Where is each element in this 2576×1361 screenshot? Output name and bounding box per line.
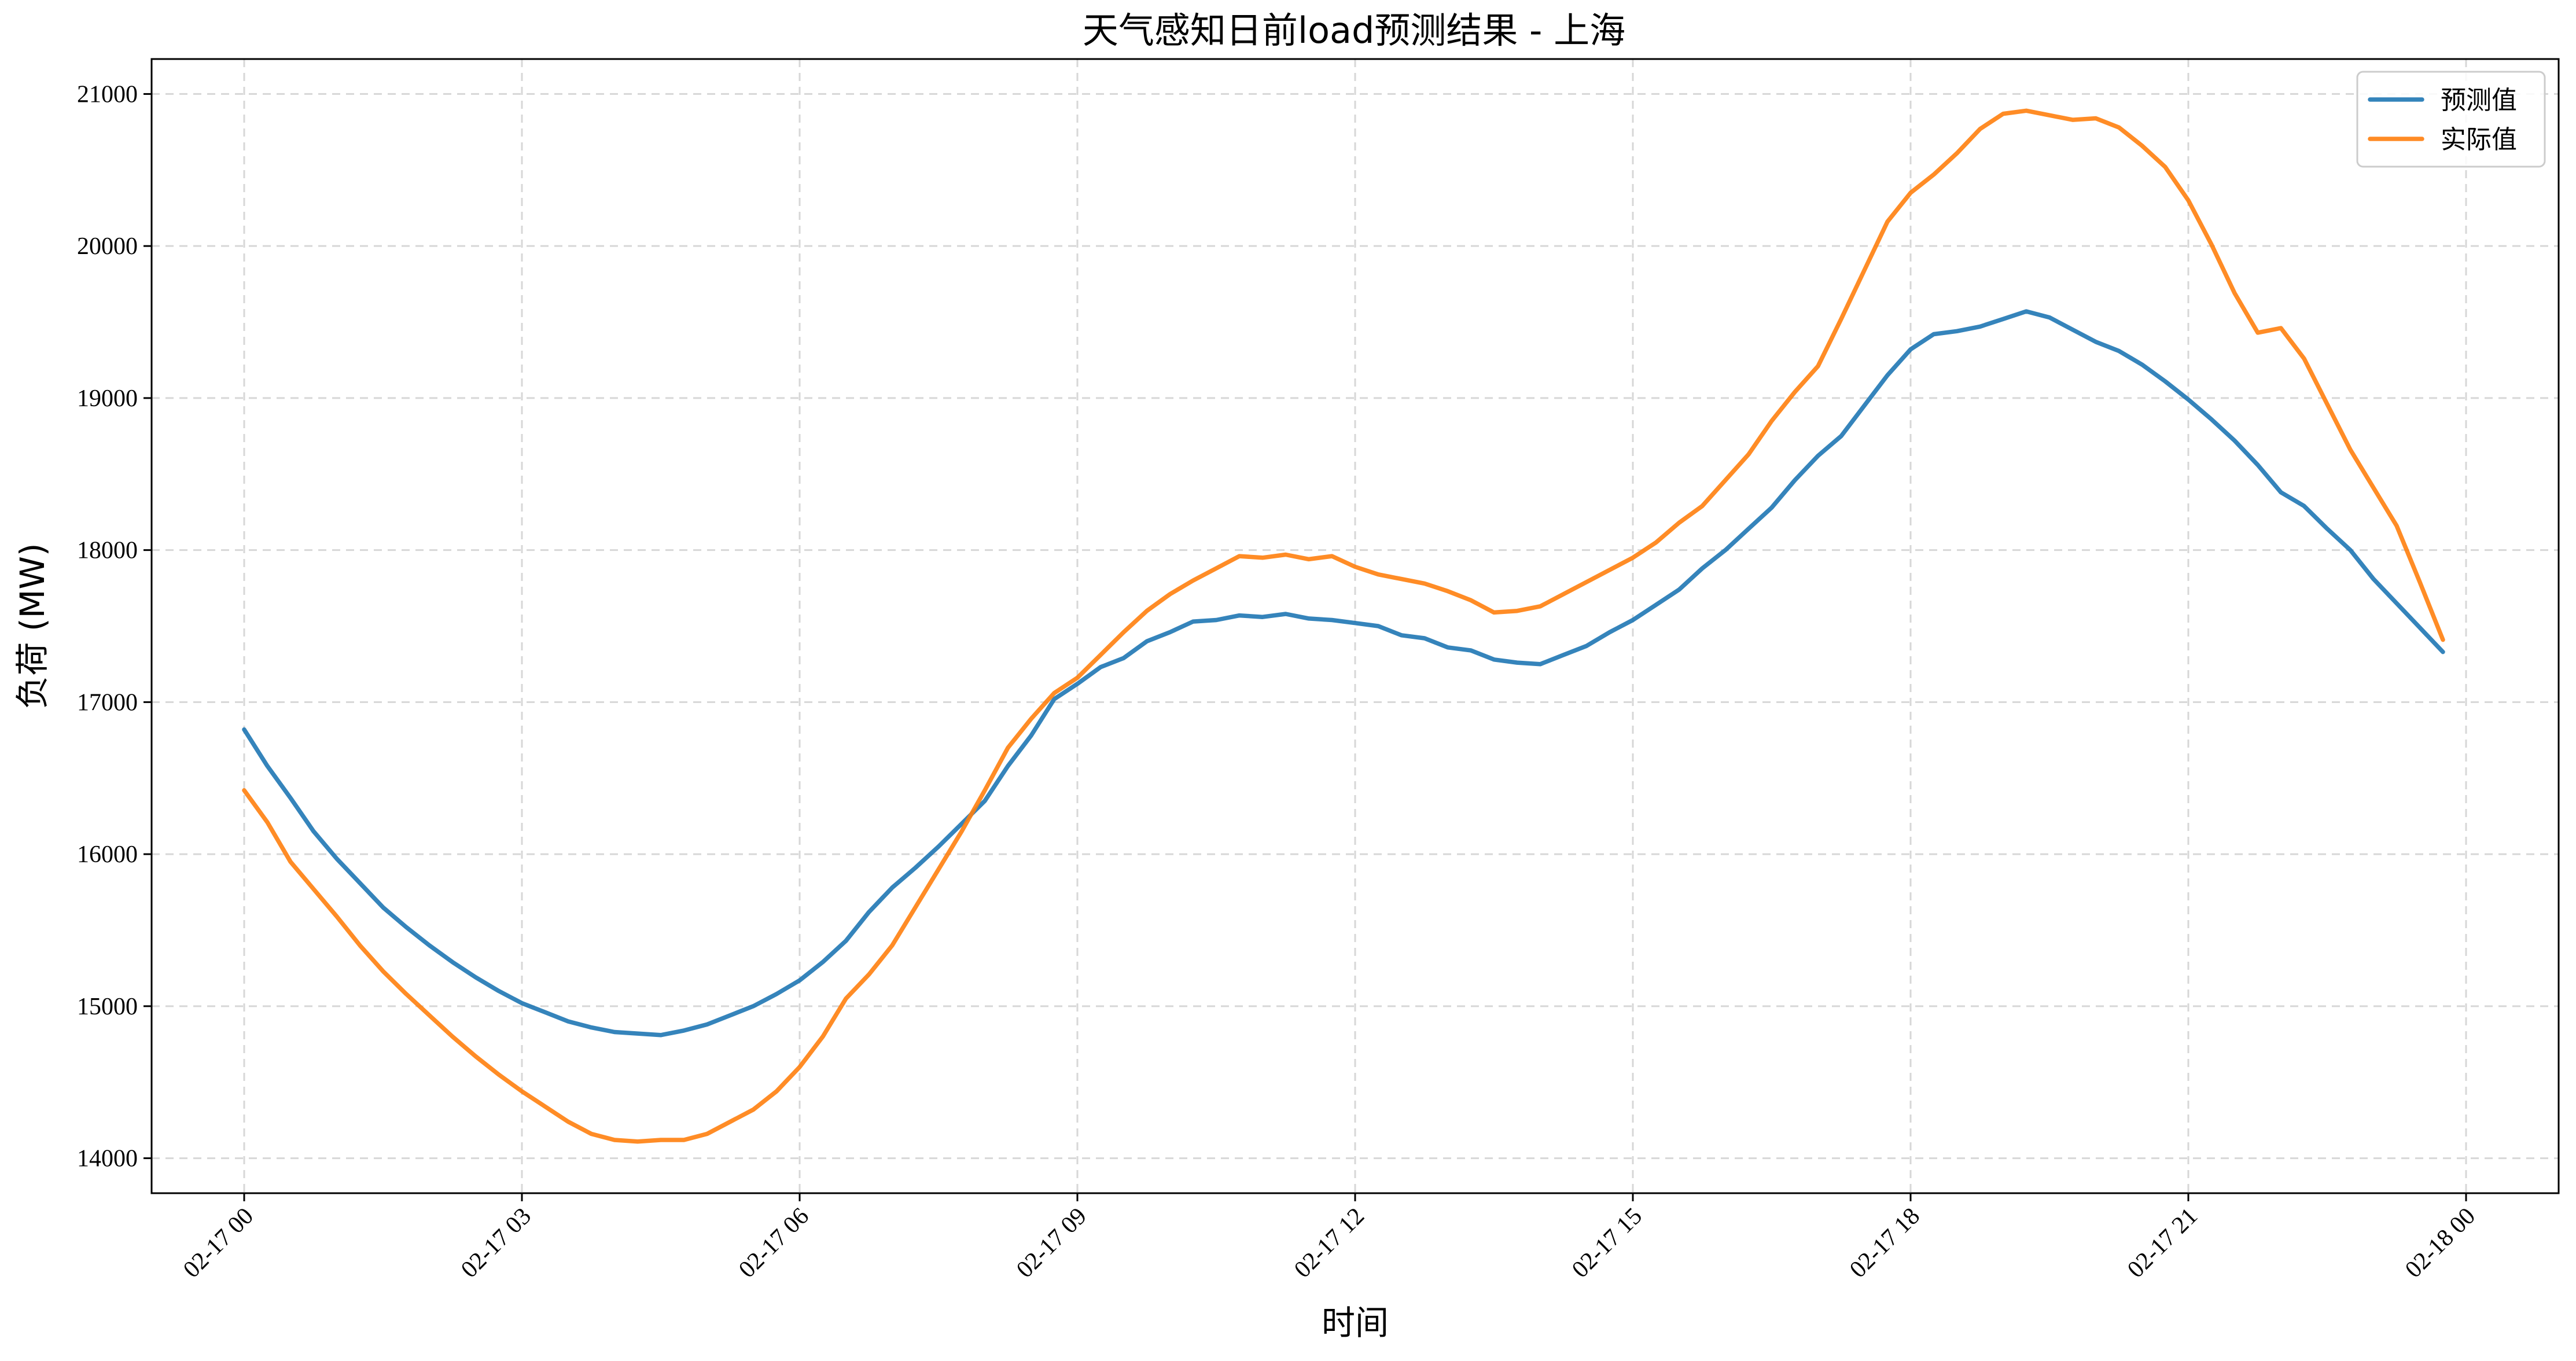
- y-tick-label: 14000: [77, 1146, 138, 1172]
- y-tick-label: 20000: [77, 233, 138, 260]
- y-tick-label: 21000: [77, 81, 138, 108]
- y-axis: 14000 15000 16000 17000 18000 19000 20000 21000: [77, 81, 152, 1172]
- legend-frame: [2356, 71, 2546, 168]
- series-line-0: [242, 309, 2445, 1038]
- y-tick-label: 16000: [77, 841, 138, 868]
- series-layer: [242, 108, 2445, 1144]
- x-axis-label: 时间: [1322, 1303, 1389, 1342]
- y-tick-label: 18000: [77, 538, 138, 564]
- chart-title: 天气感知日前load预测结果 - 上海: [1083, 9, 1625, 52]
- y-tick-label: 15000: [77, 994, 138, 1020]
- legend-label-1: 实际值: [2441, 125, 2517, 155]
- y-tick-label: 19000: [77, 385, 138, 412]
- grid-layer: [152, 59, 2559, 1193]
- legend-label-0: 预测值: [2441, 86, 2517, 115]
- y-axis-label: 负荷 (MW): [13, 543, 52, 709]
- series-line-1: [242, 108, 2445, 1144]
- y-tick-label: 17000: [77, 689, 138, 716]
